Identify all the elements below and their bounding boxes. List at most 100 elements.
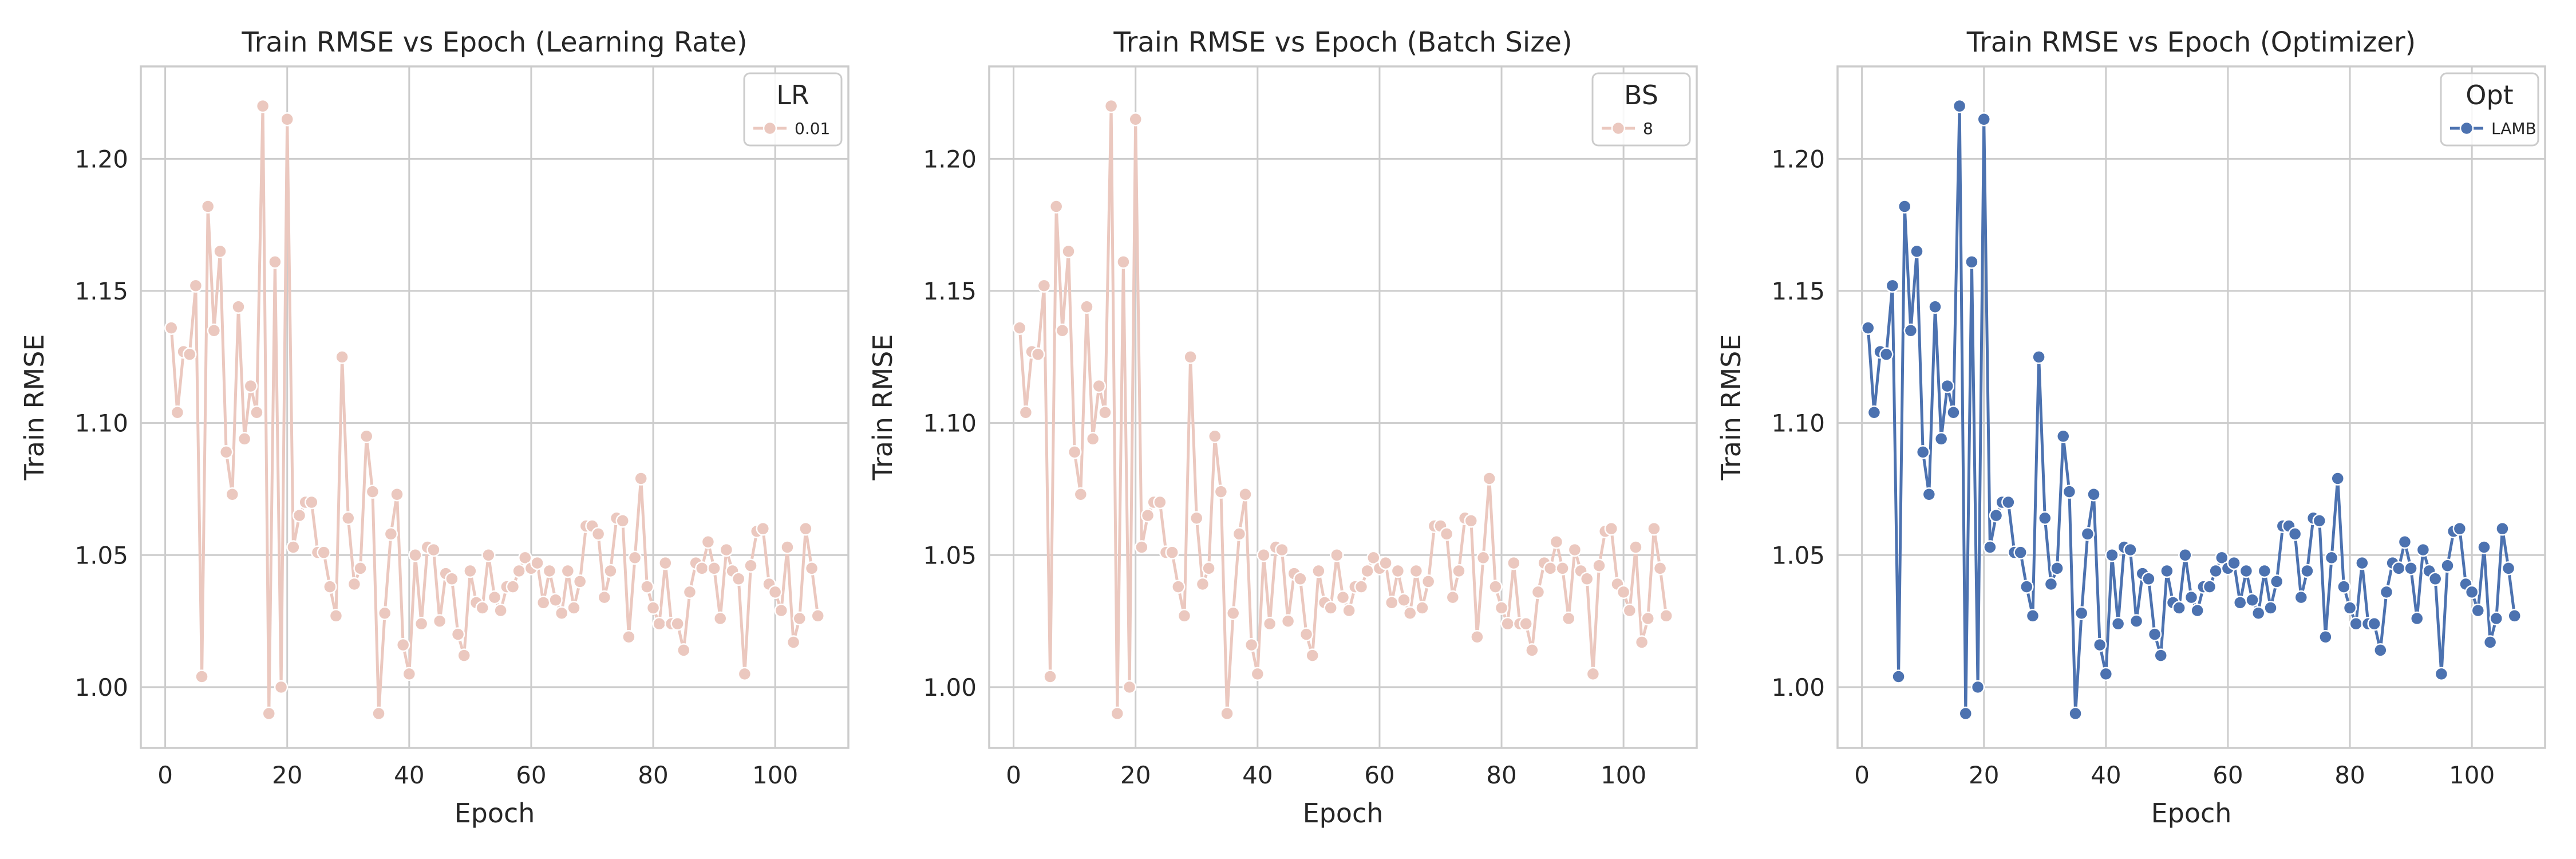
data-point <box>1220 706 1234 721</box>
data-point <box>1183 350 1198 364</box>
data-point <box>1616 585 1631 600</box>
data-point <box>627 550 642 565</box>
data-point <box>2215 550 2229 565</box>
data-point <box>2477 540 2491 554</box>
legend-entry-label: LAMB <box>2491 119 2537 138</box>
x-axis-label: Epoch <box>1303 798 1384 829</box>
data-point <box>2294 590 2309 605</box>
x-tick-label: 60 <box>2212 761 2243 789</box>
data-point <box>530 555 544 570</box>
data-point <box>1885 278 1900 293</box>
data-point <box>2404 561 2418 576</box>
y-tick-label: 1.10 <box>923 409 977 438</box>
data-point <box>707 561 721 576</box>
legend-entry-label: 0.01 <box>795 119 830 138</box>
data-point <box>1330 548 1344 562</box>
data-point <box>1977 112 1991 127</box>
data-point <box>1207 429 1222 443</box>
data-point <box>2062 484 2077 499</box>
data-point <box>1190 511 1204 525</box>
data-point <box>1360 564 1374 578</box>
data-point <box>2495 521 2510 536</box>
data-point <box>2416 542 2431 557</box>
data-point <box>2355 555 2369 570</box>
data-point <box>1140 508 1155 523</box>
data-point <box>768 585 783 600</box>
x-tick-label: 60 <box>516 761 546 789</box>
data-point <box>188 278 203 293</box>
data-point <box>1476 550 1491 565</box>
data-point <box>2409 611 2424 626</box>
data-point <box>1171 580 1186 594</box>
data-point <box>780 540 795 554</box>
data-point <box>2489 611 2504 626</box>
data-point <box>1177 609 1192 623</box>
data-point <box>2397 534 2412 549</box>
data-point <box>1030 347 1045 362</box>
data-point <box>1891 669 1906 684</box>
data-point <box>1366 550 1381 565</box>
data-point <box>1531 585 1546 600</box>
panel-learning-rate: Train RMSE vs Epoch (Learning Rate) Epoc… <box>19 26 850 829</box>
data-point <box>2233 596 2247 610</box>
data-point <box>2172 601 2186 615</box>
data-point <box>2318 630 2333 644</box>
data-point <box>2038 511 2052 525</box>
data-point <box>2392 561 2406 576</box>
data-point <box>646 601 661 615</box>
data-point <box>1135 540 1149 554</box>
data-point <box>274 680 289 695</box>
data-point <box>2184 590 2199 605</box>
y-tick-label: 1.05 <box>1771 541 1825 569</box>
data-point <box>1275 542 1289 557</box>
data-point <box>2129 614 2144 628</box>
data-point <box>1018 405 1033 420</box>
data-point <box>2123 542 2138 557</box>
data-point <box>255 98 270 113</box>
data-point <box>1195 577 1210 592</box>
data-point <box>804 561 819 576</box>
data-point <box>1659 609 1673 623</box>
data-point <box>2312 514 2327 528</box>
data-point <box>1861 321 1875 335</box>
data-point <box>1250 667 1265 681</box>
data-point <box>1641 611 1656 626</box>
data-point <box>2178 548 2192 562</box>
data-point <box>402 667 417 681</box>
data-point <box>2287 527 2302 541</box>
data-point <box>1592 558 1606 573</box>
data-point <box>219 445 234 459</box>
y-tick-label: 1.05 <box>923 541 977 569</box>
data-point <box>597 590 612 605</box>
data-point <box>1354 580 1369 594</box>
data-point <box>225 487 240 502</box>
data-point <box>323 580 337 594</box>
y-axis-label: Train RMSE <box>1716 334 1747 481</box>
data-point <box>1336 590 1350 605</box>
data-point <box>1470 630 1484 644</box>
data-point <box>481 548 496 562</box>
axes-frame <box>1836 65 2546 749</box>
data-point <box>1415 601 1429 615</box>
y-axis-label: Train RMSE <box>19 334 50 481</box>
chart-title: Train RMSE vs Epoch (Optimizer) <box>1966 26 2416 58</box>
data-point <box>1098 405 1112 420</box>
data-point <box>2190 603 2204 618</box>
data-point <box>1604 521 1619 536</box>
data-point <box>1067 445 1082 459</box>
data-point <box>243 379 258 393</box>
data-point <box>1061 244 1076 259</box>
data-point <box>1110 706 1125 721</box>
data-point <box>1970 680 1985 695</box>
y-axis-label: Train RMSE <box>867 334 898 481</box>
data-point <box>1305 648 1319 663</box>
data-point <box>329 609 343 623</box>
data-point <box>2202 580 2217 594</box>
legend-title: LR <box>776 80 809 111</box>
data-point <box>2001 495 2016 510</box>
data-point <box>341 511 355 525</box>
data-point <box>1116 255 1131 269</box>
data-point <box>2330 471 2345 486</box>
data-point <box>1244 637 1259 652</box>
data-point <box>396 637 410 652</box>
